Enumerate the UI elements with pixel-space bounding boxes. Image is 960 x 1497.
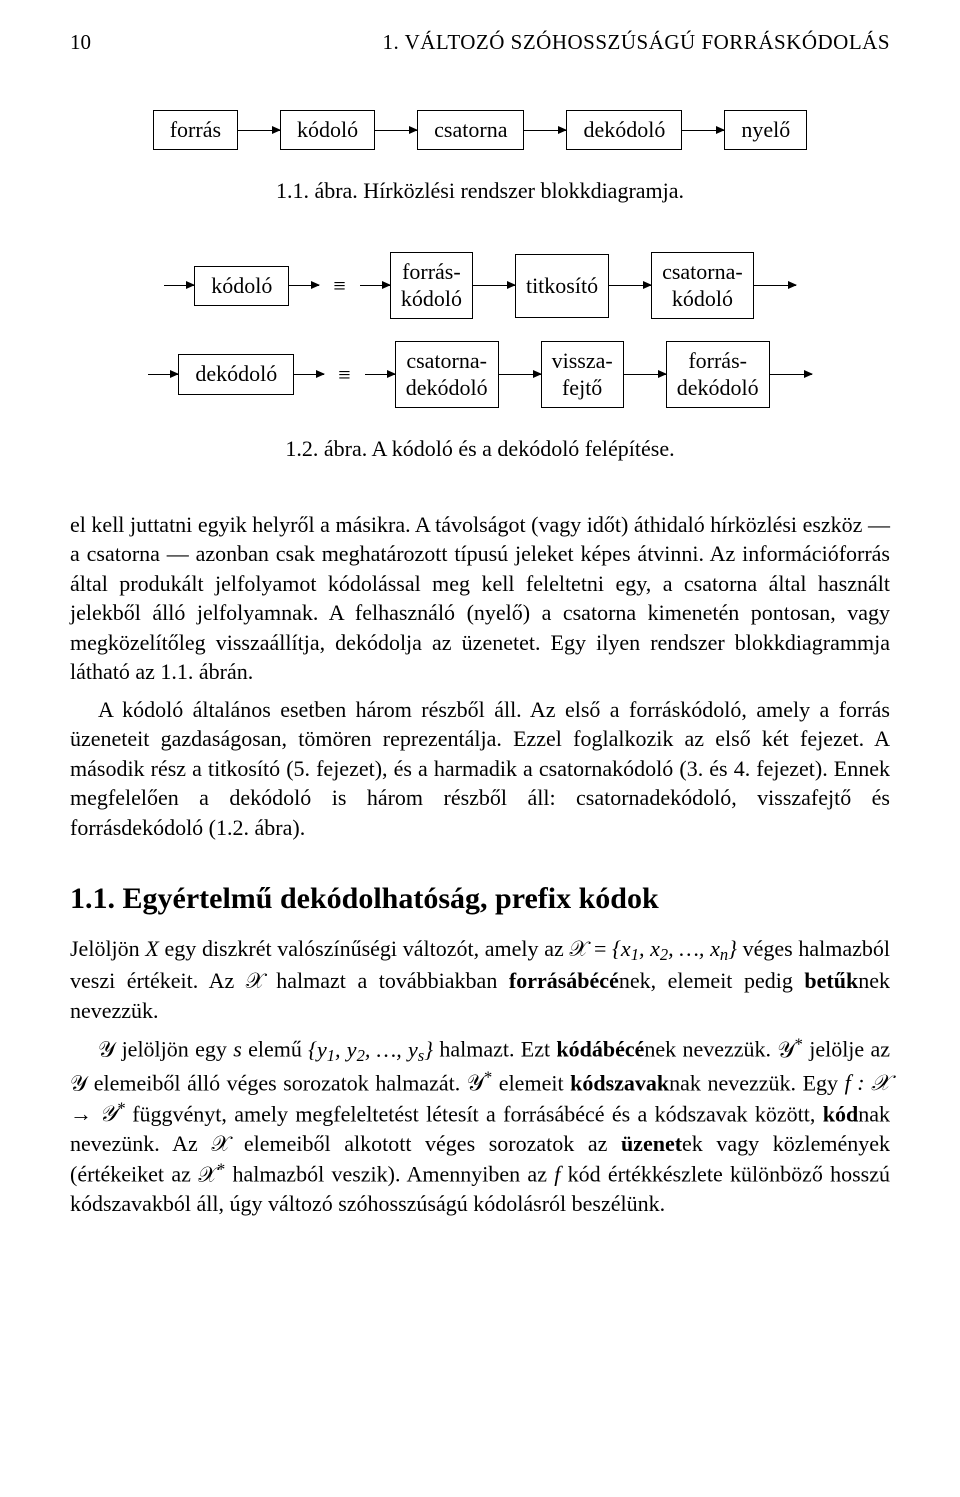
text: elemű bbox=[242, 1037, 308, 1062]
sym-calYstar: 𝒴* bbox=[777, 1037, 803, 1062]
term-uzenet: üzenet bbox=[621, 1131, 682, 1156]
text: nek nevezzük. bbox=[644, 1037, 777, 1062]
arrow-icon bbox=[238, 130, 280, 131]
term-betuk: betűk bbox=[804, 968, 858, 993]
text: Jelöljön bbox=[70, 936, 145, 961]
arrow-icon bbox=[609, 285, 651, 286]
arrow-icon bbox=[682, 130, 724, 131]
sym-calX-3: 𝒳 bbox=[211, 1131, 230, 1156]
term-kodszavak: kódszavak bbox=[570, 1070, 669, 1095]
text: elemeiből álló véges sorozatok halmazát. bbox=[87, 1070, 467, 1095]
text: jelöljön egy bbox=[115, 1037, 233, 1062]
sym-calX: 𝒳 bbox=[569, 936, 588, 961]
arrow-icon bbox=[360, 285, 390, 286]
block-dekódoló: dekódoló bbox=[178, 354, 294, 394]
section-heading: 1.1. Egyértelmű dekódolhatóság, prefix k… bbox=[70, 882, 890, 916]
sym-calYstar-2: 𝒴* bbox=[467, 1070, 493, 1095]
figure-1-2-row2: dekódoló ≡ csatorna-dekódoló vissza-fejtő fo… bbox=[70, 341, 890, 408]
text: = bbox=[588, 936, 612, 961]
block-kódoló: kódoló bbox=[280, 110, 375, 150]
set-y: {y1, y2, …, ys} bbox=[308, 1037, 433, 1062]
arrow-icon bbox=[294, 374, 324, 375]
paragraph-2: A kódoló általános esetben három részből… bbox=[70, 695, 890, 842]
block-visszafejtő: vissza-fejtő bbox=[541, 341, 624, 408]
block-csatornakódoló: csatorna-kódoló bbox=[651, 252, 754, 319]
arrow-icon bbox=[499, 374, 541, 375]
paragraph-3: Jelöljön X egy diszkrét valószínűségi vá… bbox=[70, 934, 890, 1025]
arrow-icon bbox=[365, 374, 395, 375]
text: elemeit bbox=[492, 1070, 570, 1095]
figure-1-1-caption: 1.1. ábra. Hírközlési rendszer blokkdiag… bbox=[70, 178, 890, 204]
text: elemeiből alkotott véges sorozatok az bbox=[230, 1131, 621, 1156]
figure-1-2-row1: kódoló ≡ forrás-kódoló titkosító csatorna-kó… bbox=[70, 252, 890, 319]
text: halmazt a továbbiakban bbox=[265, 968, 509, 993]
arrow-icon bbox=[524, 130, 566, 131]
sym-calY-2: 𝒴 bbox=[70, 1070, 87, 1095]
figure-1-1: forrás kódoló csatorna dekódoló nyelő bbox=[70, 110, 890, 150]
text: nak nevezzük. Egy bbox=[669, 1070, 844, 1095]
arrow-icon bbox=[754, 285, 796, 286]
block-kódoló: kódoló bbox=[194, 266, 289, 306]
term-kod: kód bbox=[823, 1101, 858, 1126]
figure-1-2-caption: 1.2. ábra. A kódoló és a dekódoló felépí… bbox=[70, 436, 890, 462]
block-titkosító: titkosító bbox=[515, 254, 609, 318]
arrow-icon bbox=[624, 374, 666, 375]
page-number: 10 bbox=[70, 30, 91, 55]
text: egy diszkrét valószínűségi változót, ame… bbox=[159, 936, 570, 961]
block-dekódoló: dekódoló bbox=[566, 110, 682, 150]
set-x: {x1, x2, …, xn} bbox=[612, 936, 737, 961]
paragraph-4: 𝒴 jelöljön egy s elemű {y1, y2, …, ys} h… bbox=[70, 1033, 890, 1218]
text: halmazt. Ezt bbox=[433, 1037, 556, 1062]
arrow-icon bbox=[148, 374, 178, 375]
term-forrasabece: forrásábécé bbox=[509, 968, 619, 993]
arrow-icon bbox=[375, 130, 417, 131]
block-forrás: forrás bbox=[153, 110, 238, 150]
sym-X: X bbox=[145, 936, 158, 961]
arrow-icon bbox=[164, 285, 194, 286]
text: halmazból veszik). Amennyiben az bbox=[225, 1162, 554, 1187]
block-forráskódoló: forrás-kódoló bbox=[390, 252, 473, 319]
equiv-symbol: ≡ bbox=[319, 273, 359, 299]
equiv-symbol: ≡ bbox=[324, 362, 364, 388]
arrow-icon bbox=[289, 285, 319, 286]
chapter-title: 1. VÁLTOZÓ SZÓHOSSZÚSÁGÚ FORRÁSKÓDOLÁS bbox=[382, 30, 890, 55]
sym-calXstar: 𝒳* bbox=[198, 1162, 225, 1187]
arrow-icon bbox=[473, 285, 515, 286]
text: jelölje az bbox=[803, 1037, 890, 1062]
block-csatornadekódoló: csatorna-dekódoló bbox=[395, 341, 499, 408]
paragraph-1: el kell juttatni egyik helyről a másikra… bbox=[70, 510, 890, 687]
text: nek, elemeit pedig bbox=[619, 968, 805, 993]
block-csatorna: csatorna bbox=[417, 110, 524, 150]
arrow-icon bbox=[770, 374, 812, 375]
sym-calX-2: 𝒳 bbox=[246, 968, 265, 993]
sym-s: s bbox=[233, 1037, 242, 1062]
block-nyelő: nyelő bbox=[724, 110, 807, 150]
sym-calY: 𝒴 bbox=[98, 1037, 115, 1062]
block-forrásdekódoló: forrás-dekódoló bbox=[666, 341, 770, 408]
term-kodabece: kódábécé bbox=[556, 1037, 644, 1062]
running-header: 10 1. VÁLTOZÓ SZÓHOSSZÚSÁGÚ FORRÁSKÓDOLÁ… bbox=[70, 30, 890, 55]
text: függvényt, amely megfeleltetést létesít … bbox=[125, 1101, 823, 1126]
